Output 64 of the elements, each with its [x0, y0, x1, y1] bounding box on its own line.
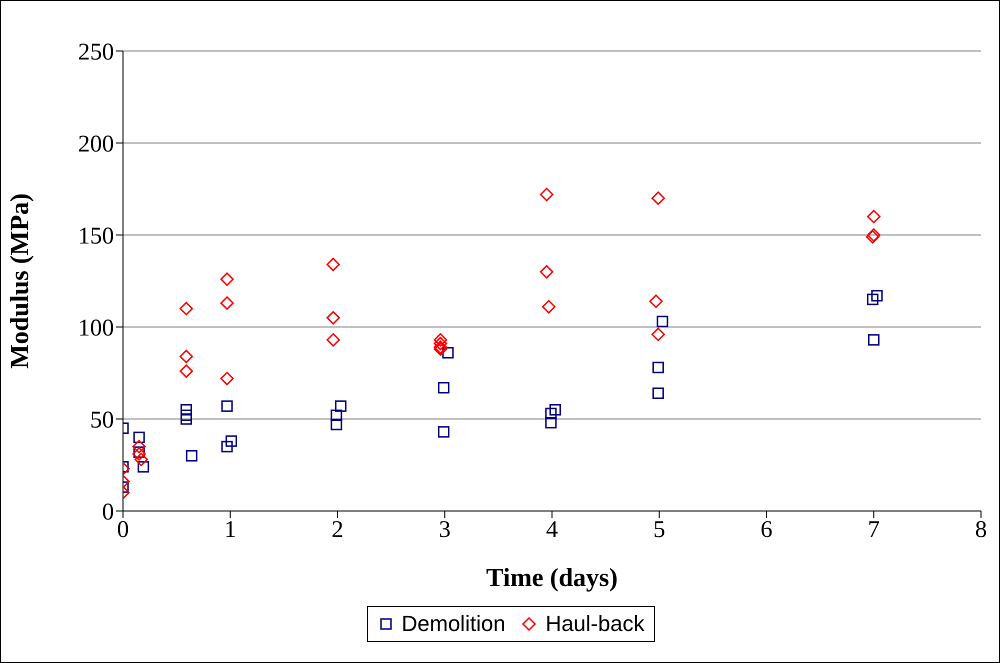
legend-label: Demolition — [400, 611, 506, 637]
point — [326, 311, 340, 325]
point — [330, 410, 342, 422]
point — [545, 416, 557, 428]
point — [656, 316, 668, 328]
point — [868, 334, 880, 346]
point — [133, 432, 145, 444]
point — [180, 410, 192, 422]
x-tick-label: 8 — [975, 517, 987, 544]
point — [132, 447, 146, 461]
point — [226, 435, 238, 447]
point — [326, 333, 340, 347]
x-tick-label: 1 — [224, 517, 236, 544]
point — [867, 210, 880, 224]
point — [134, 452, 148, 466]
point — [138, 461, 150, 473]
y-tick-label: 50 — [90, 408, 114, 434]
point — [545, 408, 557, 420]
x-tick-label: 5 — [653, 517, 666, 544]
point — [649, 294, 663, 308]
point — [221, 440, 233, 452]
x-tick-label: 3 — [438, 517, 451, 544]
point — [434, 336, 448, 350]
y-tick-label: 150 — [78, 224, 114, 250]
point — [438, 382, 450, 394]
point — [652, 387, 664, 399]
point — [540, 265, 554, 279]
point — [871, 290, 883, 302]
point — [220, 296, 234, 310]
x-tick-label: 4 — [546, 517, 558, 544]
point — [326, 258, 340, 272]
y-axis-title: Modulus (MPa) — [5, 193, 34, 369]
point — [866, 294, 878, 306]
x-axis-title: Time (days) — [486, 563, 618, 592]
point — [180, 302, 194, 316]
y-tick-label: 100 — [78, 316, 114, 342]
point — [652, 362, 664, 374]
point — [132, 440, 146, 454]
point — [220, 272, 234, 286]
point — [330, 418, 342, 430]
y-tick-label: 200 — [78, 132, 114, 158]
point — [549, 404, 561, 416]
x-tick-label: 7 — [868, 517, 880, 544]
point — [180, 350, 194, 364]
x-tick-label: 6 — [760, 517, 772, 544]
point — [651, 328, 665, 342]
y-tick-label: 0 — [102, 500, 114, 526]
y-tick-label: 250 — [78, 40, 114, 66]
point — [133, 446, 145, 458]
point — [334, 400, 346, 412]
point — [180, 364, 194, 378]
point — [434, 333, 448, 347]
point — [442, 347, 454, 359]
point — [186, 450, 198, 462]
point — [542, 300, 556, 314]
x-tick-label: 2 — [332, 517, 344, 544]
point — [651, 191, 665, 205]
point — [540, 188, 554, 202]
point — [221, 400, 233, 412]
point — [438, 426, 450, 438]
legend-label: Haul-back — [544, 611, 644, 637]
point — [180, 404, 192, 416]
point — [180, 413, 192, 425]
point — [220, 372, 234, 386]
